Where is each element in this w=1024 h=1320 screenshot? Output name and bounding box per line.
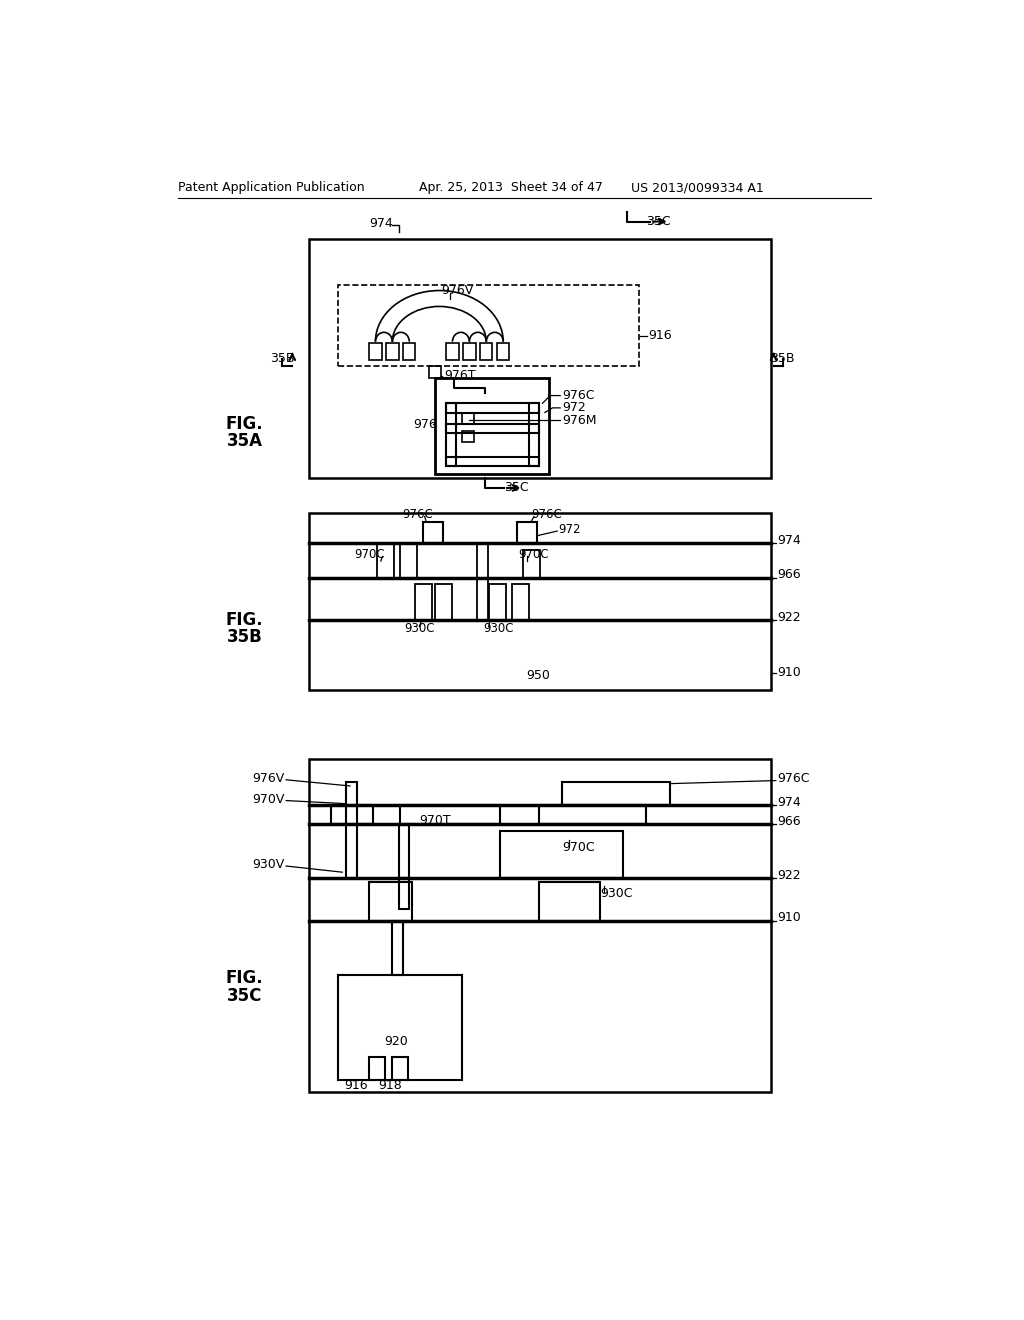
Text: 966: 966 — [777, 814, 801, 828]
Text: 930C: 930C — [403, 622, 434, 635]
Bar — [446, 457, 539, 466]
Bar — [477, 544, 487, 620]
Text: 976: 976 — [413, 417, 437, 430]
Bar — [446, 404, 456, 466]
Bar — [523, 549, 541, 578]
Bar — [398, 825, 410, 878]
Bar — [446, 343, 459, 360]
Bar — [309, 239, 771, 478]
Text: 976T: 976T — [444, 370, 476, 381]
Bar — [529, 404, 539, 466]
Text: FIG.: FIG. — [225, 969, 263, 987]
Bar — [517, 521, 538, 544]
Bar — [462, 430, 474, 442]
Text: 35C: 35C — [227, 987, 262, 1005]
Bar — [370, 343, 382, 360]
Text: Apr. 25, 2013  Sheet 34 of 47: Apr. 25, 2013 Sheet 34 of 47 — [419, 181, 603, 194]
Text: 922: 922 — [777, 869, 801, 882]
Text: 976C: 976C — [531, 508, 562, 520]
Bar — [423, 521, 443, 544]
Text: 35C: 35C — [504, 482, 528, 495]
Text: 966: 966 — [777, 569, 801, 582]
Text: 976M: 976M — [562, 413, 596, 426]
Text: FIG.: FIG. — [225, 611, 263, 630]
Bar — [403, 343, 416, 360]
Text: 972: 972 — [562, 401, 586, 414]
Text: 916: 916 — [345, 1078, 369, 1092]
Text: 970V: 970V — [252, 792, 285, 805]
Text: FIG.: FIG. — [225, 414, 263, 433]
Bar — [416, 585, 432, 620]
Bar — [309, 759, 771, 1092]
Text: 910: 910 — [777, 911, 801, 924]
Bar — [400, 805, 500, 825]
Text: 930C: 930C — [483, 622, 514, 635]
Text: 920: 920 — [384, 1035, 409, 1048]
Bar — [429, 367, 441, 378]
Bar — [400, 544, 417, 578]
Text: 910: 910 — [777, 667, 801, 680]
Bar — [539, 882, 600, 921]
Bar — [446, 424, 539, 433]
Text: 974: 974 — [777, 533, 801, 546]
Text: 35C: 35C — [646, 215, 671, 228]
Bar — [435, 585, 452, 620]
Text: 970C: 970C — [354, 548, 384, 561]
Text: 976C: 976C — [562, 389, 594, 403]
Text: 974: 974 — [370, 216, 393, 230]
Text: 976V: 976V — [441, 284, 474, 297]
Bar — [462, 413, 474, 424]
Text: 35A: 35A — [226, 432, 262, 450]
Bar — [339, 974, 462, 1080]
Text: 35B: 35B — [770, 352, 795, 366]
Text: 35B: 35B — [270, 352, 295, 366]
Bar — [512, 585, 528, 620]
Bar — [331, 805, 373, 825]
Bar — [392, 921, 403, 974]
Text: 930V: 930V — [252, 858, 285, 871]
Bar — [370, 1057, 385, 1080]
Bar — [497, 343, 509, 360]
Text: 970T: 970T — [419, 814, 451, 828]
Text: 35B: 35B — [226, 628, 262, 647]
Bar — [500, 830, 624, 878]
Text: 916: 916 — [648, 329, 672, 342]
Bar — [339, 285, 639, 367]
Text: US 2013/0099334 A1: US 2013/0099334 A1 — [631, 181, 764, 194]
Bar — [488, 585, 506, 620]
Text: 976V: 976V — [252, 772, 285, 785]
Bar — [398, 878, 410, 909]
Text: 950: 950 — [526, 669, 551, 682]
Bar — [346, 781, 357, 878]
Bar — [386, 343, 398, 360]
Bar — [446, 404, 539, 412]
Text: 976C: 976C — [402, 508, 433, 520]
Bar — [463, 343, 475, 360]
Bar — [377, 544, 394, 578]
Text: 974: 974 — [777, 796, 801, 809]
Text: 918: 918 — [379, 1078, 402, 1092]
Bar — [480, 343, 493, 360]
Text: 970C: 970C — [518, 548, 549, 561]
Text: 970C: 970C — [562, 841, 594, 854]
Bar — [562, 781, 670, 805]
Bar — [370, 882, 412, 921]
Text: 922: 922 — [777, 611, 801, 624]
Text: 972: 972 — [558, 523, 581, 536]
Text: 930C: 930C — [600, 887, 633, 900]
Text: Patent Application Publication: Patent Application Publication — [178, 181, 365, 194]
Bar — [539, 805, 646, 825]
Text: 976C: 976C — [777, 772, 810, 785]
Bar — [435, 378, 550, 474]
Bar — [309, 512, 771, 689]
Bar — [392, 1057, 408, 1080]
